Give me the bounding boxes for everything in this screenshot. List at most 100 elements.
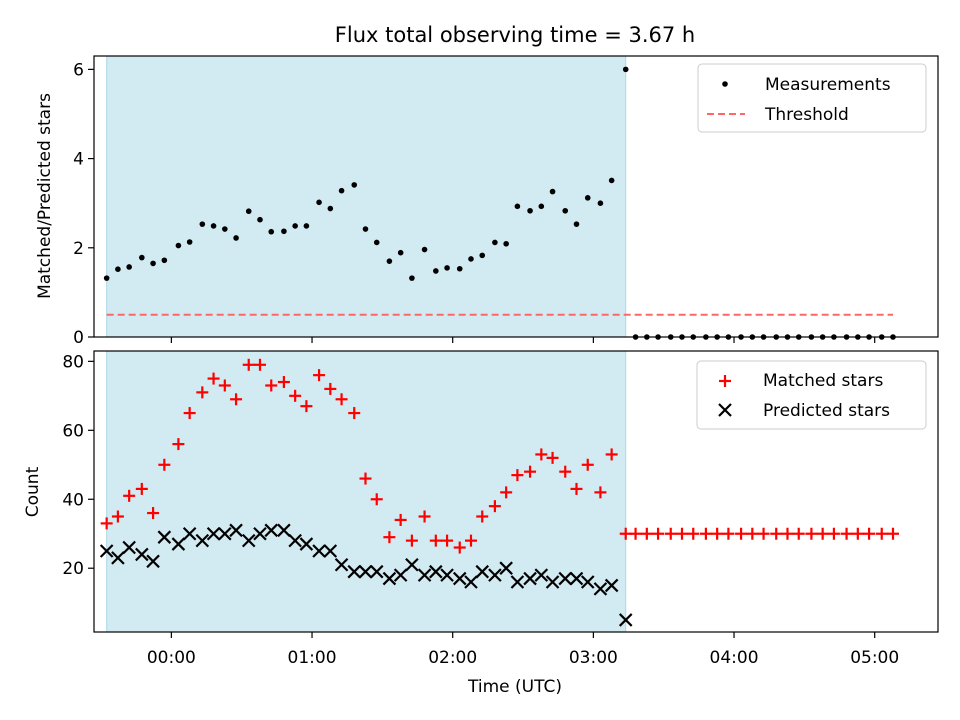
predicted-star-stroke [393, 568, 408, 582]
matched-star-point [605, 448, 618, 461]
legend-matched-marker [719, 375, 731, 387]
matched-star-point [735, 527, 748, 540]
measurement-point [386, 258, 393, 264]
matched-star-point [863, 527, 876, 540]
measurement-point [338, 187, 345, 194]
predicted-star-stroke [195, 533, 210, 548]
matched-star-point [265, 379, 278, 392]
matched-star-point [441, 534, 454, 547]
matched-star-point [827, 527, 840, 540]
measurement-point [549, 188, 556, 195]
legend-predicted-marker [718, 403, 732, 417]
matched-star-point [253, 358, 266, 371]
measurement-point [409, 275, 415, 281]
predicted-star-point [111, 551, 125, 565]
predicted-star-stroke [218, 526, 232, 541]
predicted-star-stroke [440, 568, 454, 582]
predicted-star-stroke [334, 557, 349, 572]
predicted-star-stroke [264, 523, 279, 538]
matched-star-point [722, 527, 735, 540]
matched-star-point [664, 527, 677, 540]
predicted-star-stroke [347, 564, 362, 579]
measurement-point [433, 268, 439, 274]
predicted-star-stroke [429, 564, 443, 579]
matched-star-point [335, 393, 348, 406]
matched-star-point [111, 510, 124, 523]
measurement-point [503, 240, 509, 247]
predicted-star-stroke [523, 571, 537, 586]
predicted-star-stroke [312, 544, 326, 558]
predicted-star-stroke [558, 571, 573, 586]
predicted-star-point [171, 537, 186, 551]
measurement-point [222, 226, 228, 232]
matched-star-point [699, 527, 712, 540]
predicted-star-stroke [382, 571, 397, 586]
top-legend-box [697, 63, 927, 133]
bottom-y-axis-label: Count [23, 466, 43, 517]
top-legend: Measurements Threshold [697, 63, 927, 133]
predicted-star-stroke [135, 547, 149, 562]
matched-star-point [313, 369, 326, 382]
y-tick-label: 4 [73, 150, 84, 170]
predicted-star-stroke [417, 568, 432, 582]
measurement-point [456, 265, 463, 272]
measurement-point [468, 256, 474, 262]
legend-measurements-label: Measurements [765, 75, 891, 95]
predicted-star-stroke [277, 523, 291, 538]
matched-star-point [875, 527, 888, 540]
x-tick-label: 02:00 [428, 648, 477, 668]
predicted-star-point [440, 568, 454, 582]
predicted-star-point [604, 578, 619, 593]
measurement-point [316, 199, 322, 206]
matched-star-point [123, 489, 136, 502]
matched-star-point [770, 527, 783, 540]
predicted-star-point [157, 530, 172, 544]
measurement-point [268, 228, 275, 235]
predicted-star-point [499, 561, 513, 575]
matched-star-point [757, 527, 770, 540]
measurement-point [139, 254, 145, 261]
x-tick-label: 04:00 [710, 648, 759, 668]
predicted-star-point [241, 533, 256, 548]
matched-star-point [640, 527, 653, 540]
predicted-star-stroke [569, 571, 584, 586]
predicted-star-point [558, 571, 573, 586]
measurement-point [584, 195, 591, 201]
matched-star-point [230, 393, 243, 406]
measurement-point [421, 246, 428, 253]
measurement-point [444, 265, 450, 271]
measurement-point [397, 249, 404, 256]
measurement-point [373, 239, 380, 246]
matched-star-point [359, 472, 372, 485]
matched-star-point [405, 534, 418, 547]
predicted-star-stroke [182, 526, 197, 541]
predicted-star-point [299, 537, 314, 551]
measurement-point [303, 223, 310, 229]
matched-star-point [511, 469, 524, 482]
predicted-star-point [593, 582, 608, 596]
measurement-point [492, 239, 498, 246]
matched-star-point [289, 389, 302, 402]
predicted-star-point [264, 523, 279, 538]
predicted-star-point [510, 575, 525, 589]
predicted-star-point [195, 533, 210, 548]
chart-title: Flux total observing time = 3.67 h [335, 23, 695, 47]
predicted-star-point [218, 526, 232, 541]
predicted-star-stroke [475, 564, 490, 579]
matched-star-point [464, 534, 477, 547]
predicted-star-point [569, 571, 584, 586]
predicted-star-point [580, 575, 595, 589]
measurement-point [186, 239, 193, 245]
predicted-star-point [182, 526, 197, 541]
matched-star-point [207, 372, 220, 385]
matched-star-point [147, 507, 160, 520]
predicted-star-point [99, 544, 114, 558]
predicted-star-point [277, 523, 291, 538]
predicted-star-point [135, 547, 149, 562]
observing-span-bottom [106, 350, 627, 633]
measurement-point [175, 242, 182, 249]
y-tick-label: 0 [73, 328, 84, 348]
predicted-star-point [405, 557, 419, 572]
matched-star-point [324, 382, 337, 395]
matched-star-point [158, 458, 171, 471]
